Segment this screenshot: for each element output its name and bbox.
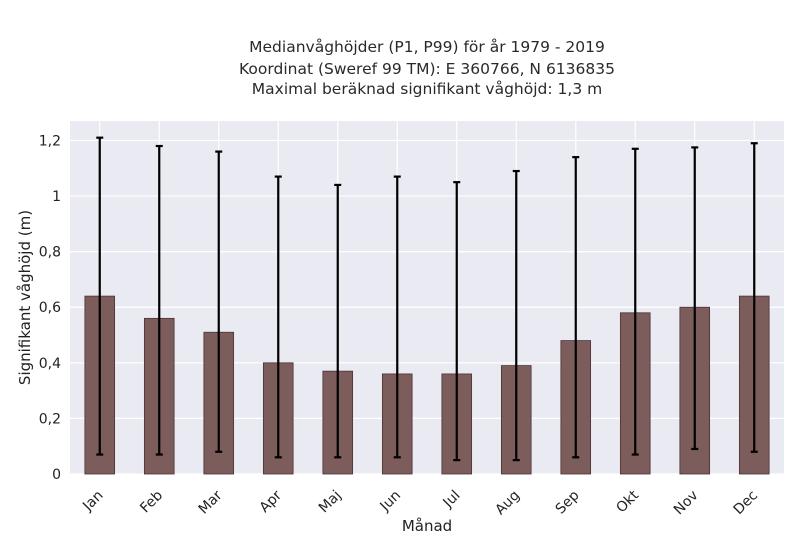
x-tick-label: Nov (671, 488, 702, 519)
y-tick-label: 0,2 (39, 411, 61, 427)
chart-subtitle-max-height: Maximal beräknad signifikant våghöjd: 1,… (252, 80, 602, 98)
x-tick-label: Dec (731, 488, 761, 518)
error-bar (274, 175, 282, 459)
error-bar (572, 156, 580, 459)
error-bars (96, 136, 758, 462)
y-tick-label: 1 (52, 189, 61, 205)
x-tick-label: Okt (613, 487, 642, 516)
error-bar (334, 183, 342, 459)
x-tick-label: Jun (377, 488, 404, 515)
plot-area (70, 121, 784, 474)
error-bar (512, 169, 520, 462)
x-tick-label: Sep (553, 487, 583, 517)
error-bar (691, 146, 699, 451)
error-bar (631, 147, 639, 456)
error-bar (155, 144, 163, 456)
error-bar (96, 136, 104, 456)
error-bar (453, 181, 461, 462)
y-tick-label: 0,8 (39, 245, 61, 261)
y-axis-ticks: 0 0,2 0,4 0,6 0,8 1 1,2 (39, 133, 61, 483)
x-axis-label: Månad (402, 517, 452, 535)
x-tick-label: Jul (440, 488, 464, 512)
x-tick-label: Feb (137, 487, 166, 516)
y-tick-label: 0,6 (39, 300, 61, 316)
chart-title-line: Medianvåghöjder (P1, P99) för år 1979 - … (249, 38, 605, 56)
chart-subtitle-coordinates: Koordinat (Sweref 99 TM): E 360766, N 61… (239, 60, 615, 78)
y-tick-label: 0,4 (39, 356, 61, 372)
y-axis-label: Signifikant våghöjd (m) (16, 210, 34, 385)
x-tick-label: Aug (492, 488, 523, 519)
chart-title: Medianvåghöjder (P1, P99) för år 1979 - … (239, 38, 615, 98)
error-bar (750, 142, 758, 453)
x-tick-label: Apr (257, 487, 286, 516)
x-tick-label: Mar (196, 487, 226, 517)
y-tick-label: 1,2 (39, 133, 61, 149)
y-tick-label: 0 (52, 467, 61, 483)
x-tick-label: Jan (79, 488, 106, 515)
error-bar (393, 175, 401, 459)
error-bar (215, 150, 223, 453)
x-axis-ticks: Jan Feb Mar Apr Maj Jun Jul Aug Sep Okt Nov Dec (79, 487, 761, 518)
x-tick-label: Maj (316, 488, 345, 517)
